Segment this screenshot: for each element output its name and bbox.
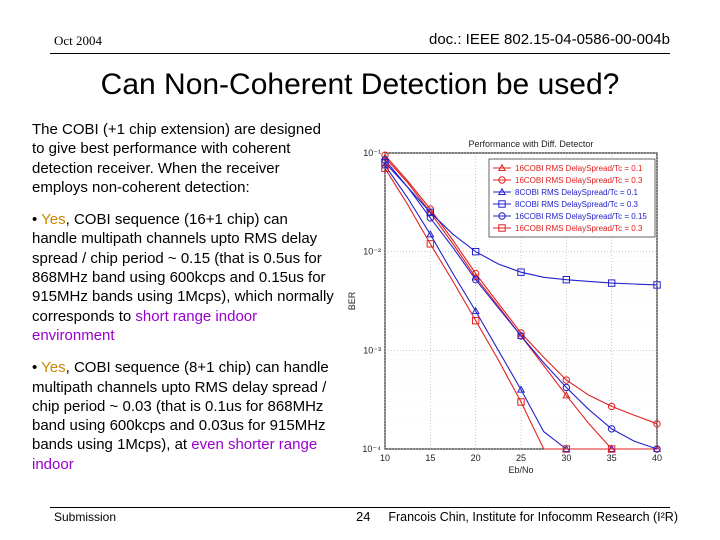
footer-submission: Submission [54, 510, 117, 524]
x-axis-label: Eb/No [508, 465, 533, 475]
y-tick-label: 10⁻³ [363, 345, 381, 355]
bullet-1: • Yes, COBI sequence (16+1 chip) can han… [32, 210, 337, 345]
legend-marker [498, 224, 506, 232]
series-line [384, 159, 658, 450]
data-point [516, 385, 526, 393]
legend-marker [497, 187, 507, 196]
bullet-2-marker: • [32, 359, 42, 377]
legend-label: 16COBI RMS DelaySpread/Tc = 0.15 [515, 212, 647, 221]
series-line [384, 168, 612, 450]
data-point [517, 268, 525, 276]
bullet-2: • Yes, COBI sequence (8+1 chip) can hand… [32, 358, 337, 474]
header-date: Oct 2004 [54, 33, 103, 48]
bullet-1-text: , COBI sequence (16+1 chip) can handle m… [32, 211, 334, 325]
legend-label: 8COBI RMS DelaySpread/Tc = 0.1 [515, 188, 638, 197]
bullet-1-marker: • [32, 211, 42, 229]
y-tick-label: 10⁻² [363, 247, 381, 257]
x-tick-label: 40 [652, 453, 662, 463]
data-point [562, 275, 571, 284]
x-tick-label: 25 [516, 453, 526, 463]
header-doc-id: doc.: IEEE 802.15-04-0586-00-004b [428, 31, 670, 48]
legend-marker [498, 200, 506, 208]
x-tick-label: 35 [607, 453, 617, 463]
data-point [426, 208, 435, 217]
data-point [607, 279, 616, 287]
data-point [381, 151, 389, 159]
legend-label: 8COBI RMS DelaySpread/Tc = 0.3 [515, 200, 638, 209]
data-point [381, 158, 389, 167]
footer-page-number: 24 [356, 509, 371, 524]
y-tick-label: 10⁻⁴ [362, 444, 381, 454]
data-point [426, 214, 435, 222]
data-point [517, 398, 525, 406]
ber-chart-svg: 10 15 20 25 30 35 40 10⁻¹ 10⁻² 10⁻³ 10⁻⁴ Performanc… [347, 139, 662, 475]
bullet-2-text: , COBI sequence (8+1 chip) can handle mu… [32, 359, 329, 454]
data-point [562, 391, 571, 399]
data-point [471, 306, 480, 315]
bullet-2-yes: Yes [41, 359, 66, 377]
data-point [653, 281, 661, 289]
data-point [562, 383, 571, 392]
legend-marker [497, 163, 507, 172]
data-point [607, 425, 616, 433]
data-point [381, 164, 389, 172]
data-point [426, 230, 435, 238]
legend-label: 16COBI RMS DelaySpread/Tc = 0.1 [515, 164, 643, 173]
x-tick-label: 10 [380, 453, 390, 463]
data-point [471, 316, 480, 325]
data-point [471, 247, 480, 256]
data-point [562, 376, 571, 384]
x-tick-label: 30 [561, 453, 571, 463]
bullet-2-highlight: even shorter range indoor [32, 436, 318, 473]
footer-rule [50, 507, 670, 508]
ber-chart: 10 15 20 25 30 35 40 10⁻¹ 10⁻² 10⁻³ 10⁻⁴ Performanc… [341, 131, 671, 501]
legend-label: 16COBI RMS DelaySpread/Tc = 0.3 [515, 176, 643, 185]
legend-label: 16COBI RMS DelaySpread/Tc = 0.3 [515, 224, 643, 233]
header-rule [50, 53, 670, 54]
x-tick-label: 15 [425, 453, 435, 463]
intro-paragraph: The COBI (+1 chip extension) are designe… [32, 121, 321, 196]
data-point [562, 445, 571, 453]
data-point [426, 240, 435, 248]
legend-marker [498, 176, 506, 184]
slide-body: The COBI (+1 chip extension) are designe… [32, 120, 337, 487]
x-tick-label: 20 [471, 453, 481, 463]
data-point [517, 332, 525, 340]
y-tick-label: 10⁻¹ [363, 148, 381, 158]
data-point [653, 420, 661, 428]
data-point [653, 445, 661, 453]
footer-author: Francois Chin, Institute for Infocomm Re… [388, 510, 678, 524]
slide-title: Can Non-Coherent Detection be used? [100, 68, 620, 101]
data-point [471, 275, 480, 284]
bullet-1-yes: Yes [41, 211, 66, 229]
data-point [607, 402, 616, 411]
legend-box [488, 158, 656, 238]
bullet-1-highlight: short range indoor environment [32, 307, 258, 344]
data-point [381, 156, 389, 164]
legend-marker [498, 212, 506, 220]
data-point [607, 445, 616, 453]
chart-title: Performance with Diff. Detector [469, 139, 594, 149]
y-axis-label: BER [347, 291, 357, 310]
series-line [384, 162, 658, 286]
